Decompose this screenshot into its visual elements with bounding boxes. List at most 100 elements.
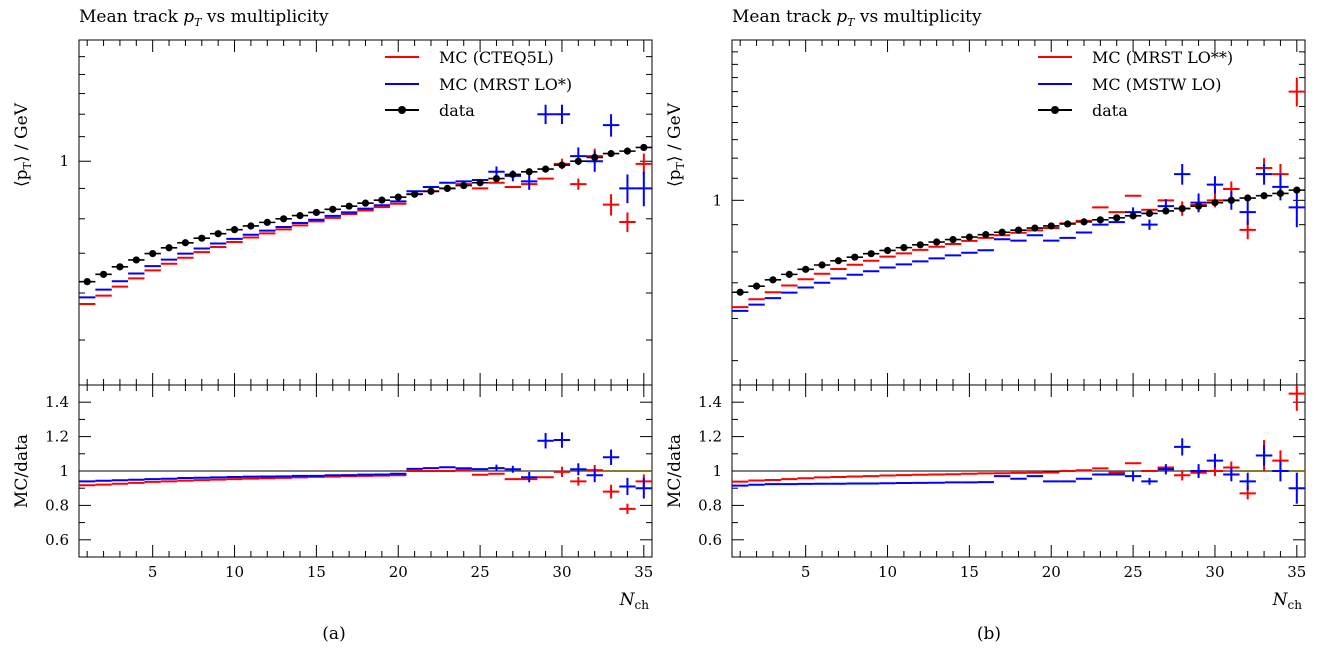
ratio-ytick-label: 0.8 (45, 496, 69, 514)
main-data-point (769, 276, 777, 284)
legend-a-label-2: MC (MRST LO*) (439, 75, 572, 94)
main-data-point (443, 184, 451, 193)
main-data-point (1293, 186, 1301, 194)
main-data-point (752, 282, 761, 290)
main-data-point (345, 202, 353, 210)
main-data-point (883, 246, 892, 255)
ratio-ytick-label: 0.8 (698, 496, 722, 514)
main-data-point (1047, 222, 1055, 230)
xtick-label: 20 (1042, 563, 1061, 581)
main-data-point (834, 257, 843, 265)
main-data-point (640, 143, 648, 152)
main-ytick-label: 1 (712, 191, 722, 209)
main-data-point (607, 150, 615, 158)
main-data-point (1178, 204, 1186, 213)
main-data-point (198, 234, 206, 242)
main-data-point (525, 168, 533, 176)
panel-a-ratio-ylabel: MC/data (12, 434, 32, 508)
main-data-point (1096, 216, 1104, 224)
main-data-point (361, 199, 370, 207)
main-data-point (736, 288, 744, 296)
main-data-point (1194, 202, 1203, 210)
main-data-point (933, 238, 941, 246)
main-data-point (1145, 209, 1154, 217)
legend-b-label-1: MC (MRST LO**) (1092, 48, 1233, 67)
legend-b-label-3: data (1092, 101, 1128, 120)
ratio-ytick-label: 1 (712, 462, 722, 480)
panel-a-caption: (a) (322, 624, 345, 644)
main-ytick-label: 1 (59, 152, 69, 170)
main-data-point (982, 231, 990, 239)
xtick-label: 5 (801, 563, 811, 581)
main-data-point (312, 208, 320, 217)
panel-a-xticks: 5 10 15 20 25 30 35 (86, 40, 653, 581)
xtick-label: 30 (552, 563, 571, 581)
xtick-label: 10 (878, 563, 897, 581)
main-data-point (591, 153, 599, 161)
panel-b-ratio-series (732, 385, 1305, 504)
main-data-point (1162, 207, 1170, 215)
main-data-point (1211, 199, 1219, 207)
xtick-label: 35 (634, 563, 653, 581)
main-data-point (492, 174, 501, 183)
ratio-ytick-label: 1.4 (45, 393, 69, 411)
xtick-label: 15 (307, 563, 326, 581)
xtick-label: 30 (1205, 563, 1224, 581)
panel-a: Mean track pT vs multiplicity ⟨pT⟩ / GeV… (12, 7, 653, 644)
main-data-point (1113, 214, 1121, 222)
panel-b-legend: MC (MRST LO**) MC (MSTW LO) data (1038, 48, 1233, 120)
xtick-label: 15 (960, 563, 979, 581)
panel-b-title: Mean track pT vs multiplicity (732, 7, 982, 29)
main-data-point (280, 215, 288, 223)
main-data-point (1129, 212, 1137, 220)
panel-b-main-ylabel: ⟨pT⟩ / GeV (665, 102, 687, 187)
xtick-label: 35 (1287, 563, 1306, 581)
main-data-point (1227, 196, 1235, 204)
main-data-point (541, 165, 550, 173)
panel-b-main-series (732, 77, 1305, 312)
main-data-point (1031, 224, 1039, 232)
main-data-point (998, 228, 1006, 236)
legend-a-label-1: MC (CTEQ5L) (439, 48, 554, 67)
main-data-point (214, 230, 222, 238)
main-data-point (1244, 194, 1252, 202)
main-data-point (181, 239, 190, 247)
main-data-point (1014, 226, 1023, 234)
main-data-point (149, 250, 157, 258)
main-data-point (476, 179, 484, 187)
main-data-point (411, 190, 419, 198)
main-data-point (263, 218, 271, 226)
ratio-ytick-label: 0.6 (698, 531, 722, 549)
main-data-point (509, 170, 517, 179)
panel-a-main-series (79, 104, 652, 305)
main-data-point (785, 270, 793, 278)
panel-a-xlabel: Nch (619, 590, 650, 612)
legend-a-label-3: data (439, 101, 475, 120)
legend-b-marker-3 (1051, 106, 1059, 114)
main-data-point (165, 244, 173, 252)
xtick-label: 20 (389, 563, 408, 581)
main-data-point (965, 233, 973, 241)
xtick-label: 5 (148, 563, 158, 581)
main-data-point (1276, 189, 1285, 198)
main-data-point (900, 244, 908, 252)
main-data-point (1064, 220, 1072, 228)
main-data-point (83, 278, 91, 286)
xtick-label: 25 (1124, 563, 1143, 581)
main-data-point (296, 211, 304, 220)
main-data-point (329, 205, 337, 213)
ratio-ytick-label: 0.6 (45, 531, 69, 549)
main-data-point (132, 256, 140, 264)
main-data-point (1260, 192, 1268, 200)
ratio-ytick-label: 1.2 (45, 428, 69, 446)
main-data-point (558, 161, 566, 169)
main-data-point (916, 241, 924, 249)
panel-b-ratio-ylabel: MC/data (665, 434, 685, 508)
main-data-point (623, 147, 632, 155)
main-data-point (802, 265, 810, 273)
main-data-point (1080, 218, 1088, 226)
panel-a-title: Mean track pT vs multiplicity (79, 7, 329, 29)
main-data-point (427, 187, 435, 195)
main-data-point (851, 253, 859, 261)
main-data-point (116, 263, 124, 271)
